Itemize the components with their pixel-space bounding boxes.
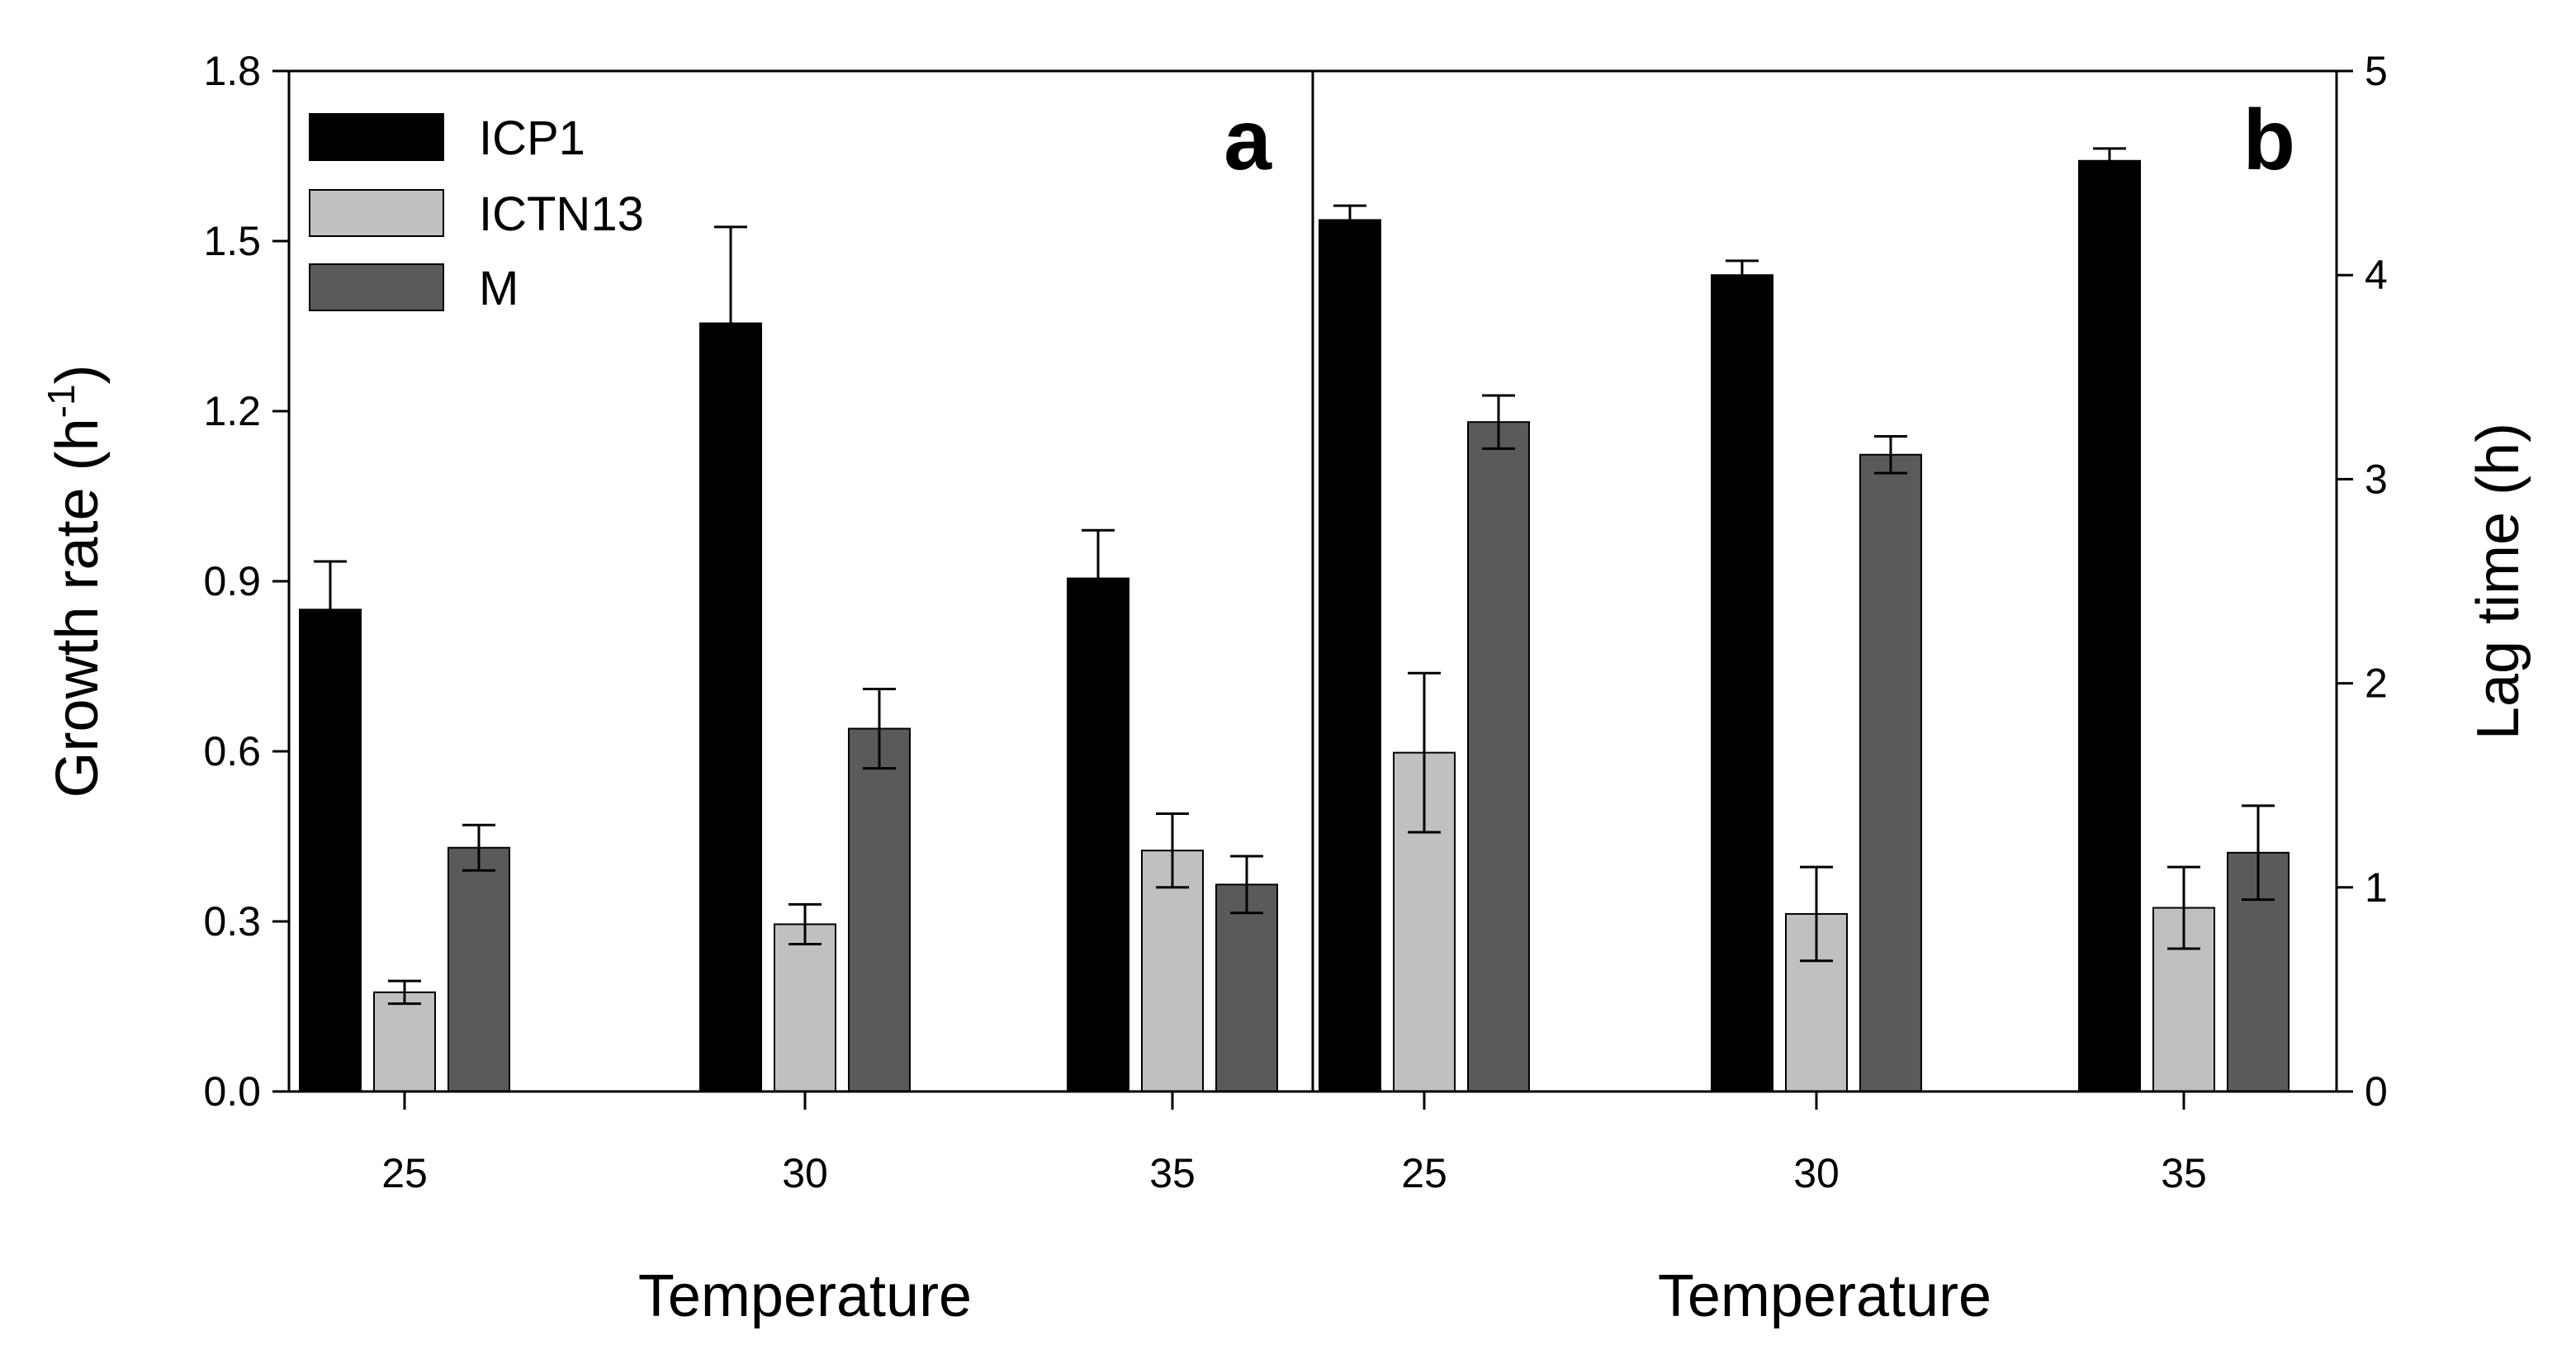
legend-label-ictn13: ICTN13 [479, 187, 644, 241]
x-tick-label-a: 30 [782, 1150, 828, 1196]
legend-swatch-ictn13 [309, 189, 444, 237]
y-axis-title-a-sup: -1 [40, 384, 83, 418]
y-axis-title-a: Growth rate (h-1) [40, 364, 111, 798]
bar-icp1-a-30 [699, 322, 762, 1093]
legend-label-m: M [479, 262, 519, 315]
y-axis-title-b: Lag time (h) [2465, 423, 2531, 740]
bar-icp1-a-35 [1067, 577, 1129, 1092]
x-tick-label-b: 35 [2161, 1150, 2207, 1196]
y-tick-label-a: 0.3 [203, 898, 261, 945]
y-tick-label-b: 3 [2365, 456, 2388, 502]
bar-ictn13-a-25 [373, 991, 436, 1093]
legend-label-icp1: ICP1 [479, 111, 585, 165]
y-tick-label-b: 1 [2365, 864, 2388, 911]
bar-m-a-30 [848, 727, 911, 1092]
bar-ictn13-a-30 [774, 923, 836, 1093]
y-tick-label-a: 0.9 [203, 558, 261, 604]
bar-m-b-25 [1467, 421, 1530, 1092]
y-tick-label-a: 0.6 [203, 728, 261, 774]
y-tick-label-a: 0.0 [203, 1068, 261, 1115]
bar-m-a-35 [1215, 883, 1278, 1093]
x-tick-label-a: 25 [381, 1150, 428, 1196]
bar-icp1-b-25 [1319, 219, 1381, 1092]
bar-m-b-30 [1859, 453, 1922, 1092]
y-axis-title-a-close: ) [45, 364, 111, 384]
x-tick-label-b: 30 [1793, 1150, 1840, 1196]
y-tick-label-a: 1.5 [203, 218, 261, 264]
y-tick-label-b: 4 [2365, 252, 2388, 298]
y-axis-title-a-main: Growth rate (h [45, 418, 111, 798]
y-tick-label-b: 2 [2365, 661, 2388, 707]
bar-icp1-a-25 [299, 608, 362, 1092]
panel-a-growth-rate: 0.0 0.3 0.6 0.9 1.2 1.5 1.8 25 30 35 [203, 48, 1278, 1196]
x-tick-label-a: 35 [1149, 1150, 1196, 1196]
bar-icp1-b-30 [1711, 274, 1773, 1092]
panel-letter-b: b [2242, 92, 2295, 188]
x-tick-label-b: 25 [1401, 1150, 1447, 1196]
legend-swatch-icp1 [309, 113, 444, 161]
legend-swatch-m [309, 263, 444, 311]
legend: ICP1 ICTN13 M [309, 111, 644, 315]
y-tick-label-b: 0 [2365, 1068, 2388, 1115]
y-tick-label-a: 1.2 [203, 388, 261, 434]
panel-letter-a: a [1224, 92, 1272, 188]
y-tick-label-a: 1.8 [203, 48, 261, 94]
bar-icp1-b-35 [2078, 159, 2141, 1093]
x-axis-title-b: Temperature [1658, 1263, 1991, 1329]
bar-m-a-25 [447, 846, 510, 1092]
x-axis-title-a: Temperature [638, 1263, 972, 1329]
panel-b-lag-time: 0 1 2 3 4 5 25 30 35 [1319, 48, 2388, 1196]
y-tick-label-b: 5 [2365, 48, 2388, 94]
